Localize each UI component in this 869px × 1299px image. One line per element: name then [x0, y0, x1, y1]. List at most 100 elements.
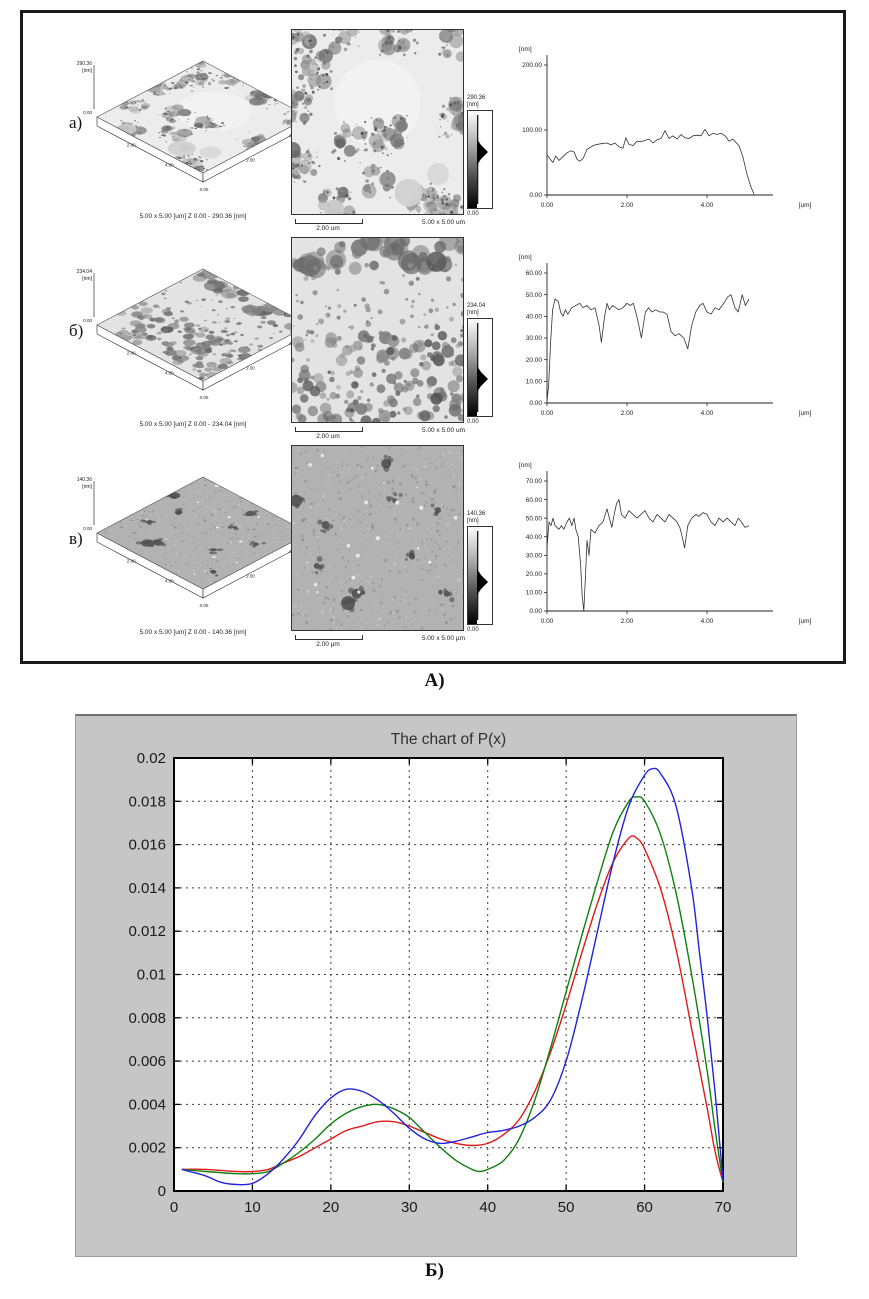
svg-text:0.012: 0.012 [128, 923, 166, 940]
colorbar-gradient-strip [468, 319, 477, 416]
svg-text:20.00: 20.00 [526, 571, 543, 578]
surface-caption-c: 5.00 x 5.00 [um] Z 0.00 - 140.36 [nm] [139, 629, 247, 636]
svg-text:30: 30 [401, 1199, 418, 1216]
afm-row-c: в) 140.36[nm]0.002.004.002.004.000.00 5.… [23, 439, 843, 651]
row-label-a: а) [69, 113, 83, 132]
svg-text:[um]: [um] [799, 410, 812, 417]
svg-text:[nm]: [nm] [519, 46, 532, 53]
line-profile-chart-b: 0.00 10.00 20.00 30.00 40.00 50.00 60.00 0.00 2.… [519, 254, 812, 417]
svg-text:40: 40 [479, 1199, 496, 1216]
svg-text:0.018: 0.018 [128, 793, 166, 810]
px-chart-panel: 0 10 20 30 40 50 60 70 0 0.002 0.004 0.006 0.008 0.01… [75, 714, 797, 1257]
panel-b-caption: Б) [425, 1260, 444, 1281]
svg-text:0.00: 0.00 [529, 400, 542, 407]
afm-3d-surface-b: 234.04[nm]0.002.004.002.004.000.00 [77, 268, 310, 400]
colorbar-min-a: 0.00 [467, 211, 479, 217]
svg-text:10.00: 10.00 [526, 590, 543, 597]
colorbar-max-c: 140.36 [467, 511, 486, 517]
afm-panel-box: а) 290.36[nm]0.002.004.002.004.000.00 5.… [20, 10, 846, 664]
svg-text:50.00: 50.00 [526, 515, 543, 522]
svg-text:0: 0 [158, 1183, 166, 1200]
svg-text:20: 20 [323, 1199, 340, 1216]
colorbar-gradient-strip [468, 111, 477, 208]
svg-text:60.00: 60.00 [526, 270, 543, 277]
svg-text:50.00: 50.00 [526, 292, 543, 299]
svg-text:70.00: 70.00 [526, 478, 543, 485]
svg-text:290.36: 290.36 [77, 61, 93, 67]
afm-2d-image-a [291, 29, 464, 215]
colorbar-histogram-a [477, 115, 488, 204]
surface-caption-a: 5.00 x 5.00 [um] Z 0.00 - 290.36 [nm] [139, 213, 247, 220]
svg-text:4.00: 4.00 [701, 410, 714, 417]
svg-text:2.00: 2.00 [621, 410, 634, 417]
scalebar-label-c: 2.00 µm [316, 641, 340, 648]
surface-caption-b: 5.00 x 5.00 [um] Z 0.00 - 234.04 [nm] [139, 421, 247, 428]
svg-text:0.006: 0.006 [128, 1053, 166, 1070]
afm-3d-surface-a: 290.36[nm]0.002.004.002.004.000.00 [77, 60, 310, 192]
colorbar-min-c: 0.00 [467, 627, 479, 633]
svg-text:0.002: 0.002 [128, 1140, 166, 1157]
svg-text:The chart of P(x): The chart of P(x) [391, 731, 506, 748]
scalebar-label-b: 2.00 um [316, 433, 340, 440]
svg-text:0.00: 0.00 [83, 318, 92, 323]
svg-text:200.00: 200.00 [522, 62, 542, 69]
svg-text:0.00: 0.00 [541, 618, 554, 625]
svg-text:[um]: [um] [799, 202, 812, 209]
colorbar-gradient-strip [468, 527, 477, 624]
svg-text:0.00: 0.00 [529, 192, 542, 199]
size-label-a: 5.00 x 5.00 um [422, 219, 465, 226]
colorbar-histogram-c [477, 531, 488, 620]
panel-a-caption: А) [424, 670, 445, 691]
svg-text:0: 0 [170, 1199, 178, 1216]
svg-text:4.00: 4.00 [701, 618, 714, 625]
svg-text:40.00: 40.00 [526, 314, 543, 321]
colorbar-unit-c: [nm] [467, 518, 479, 524]
scalebar-label-a: 2.00 um [316, 225, 340, 232]
colorbar-gradient-b [467, 318, 493, 417]
row-label-c: в) [69, 529, 83, 548]
svg-text:2.00: 2.00 [127, 143, 136, 148]
svg-text:30.00: 30.00 [526, 335, 543, 342]
svg-text:0.00: 0.00 [200, 187, 209, 192]
svg-text:4.00: 4.00 [701, 202, 714, 209]
svg-text:100.00: 100.00 [522, 127, 542, 134]
svg-text:0.00: 0.00 [83, 110, 92, 115]
svg-text:30.00: 30.00 [526, 552, 543, 559]
svg-text:0.01: 0.01 [137, 967, 166, 984]
svg-text:140.36: 140.36 [77, 477, 93, 483]
svg-text:2.00: 2.00 [246, 157, 255, 162]
colorbar-unit-a: [nm] [467, 102, 479, 108]
svg-text:0.00: 0.00 [529, 608, 542, 615]
colorbar-histogram-b [477, 323, 488, 412]
colorbar-unit-b: [nm] [467, 310, 479, 316]
colorbar-c: 140.36 [nm] 0.00 [467, 511, 515, 643]
afm-row-a: а) 290.36[nm]0.002.004.002.004.000.00 5.… [23, 23, 843, 235]
line-profile-chart-a: 0.00 100.00 200.00 0.00 2.00 4.00 [nm] [um] [519, 46, 812, 209]
colorbar-a: 290.36 [nm] 0.00 [467, 95, 515, 227]
svg-text:20.00: 20.00 [526, 357, 543, 364]
svg-text:4.00: 4.00 [165, 163, 174, 168]
svg-text:0.016: 0.016 [128, 837, 166, 854]
afm-3d-surface-c: 140.36[nm]0.002.004.002.004.000.00 [77, 476, 310, 608]
afm-row-b: б) 234.04[nm]0.002.004.002.004.000.00 5.… [23, 231, 843, 443]
svg-text:[nm]: [nm] [82, 68, 92, 74]
px-chart: 0 10 20 30 40 50 60 70 0 0.002 0.004 0.006 0.008 0.01… [76, 716, 796, 1256]
line-profile-chart-c: 0.00 10.00 20.00 30.00 40.00 50.00 60.00 70.00 0… [519, 462, 812, 625]
afm-2d-image-b [291, 237, 464, 423]
svg-text:0.004: 0.004 [128, 1096, 166, 1113]
svg-text:10.00: 10.00 [526, 379, 543, 386]
size-label-c: 5.00 x 5.00 µm [421, 635, 465, 642]
svg-text:60.00: 60.00 [526, 497, 543, 504]
colorbar-gradient-c [467, 526, 493, 625]
svg-text:2.00: 2.00 [127, 351, 136, 356]
afm-2d-image-c [291, 445, 464, 631]
colorbar-min-b: 0.00 [467, 419, 479, 425]
svg-text:40.00: 40.00 [526, 534, 543, 541]
colorbar-max-b: 234.04 [467, 303, 486, 309]
svg-text:70: 70 [715, 1199, 732, 1216]
colorbar-max-a: 290.36 [467, 95, 486, 101]
row-label-b: б) [69, 321, 84, 340]
svg-text:0.00: 0.00 [541, 410, 554, 417]
svg-text:0.00: 0.00 [541, 202, 554, 209]
